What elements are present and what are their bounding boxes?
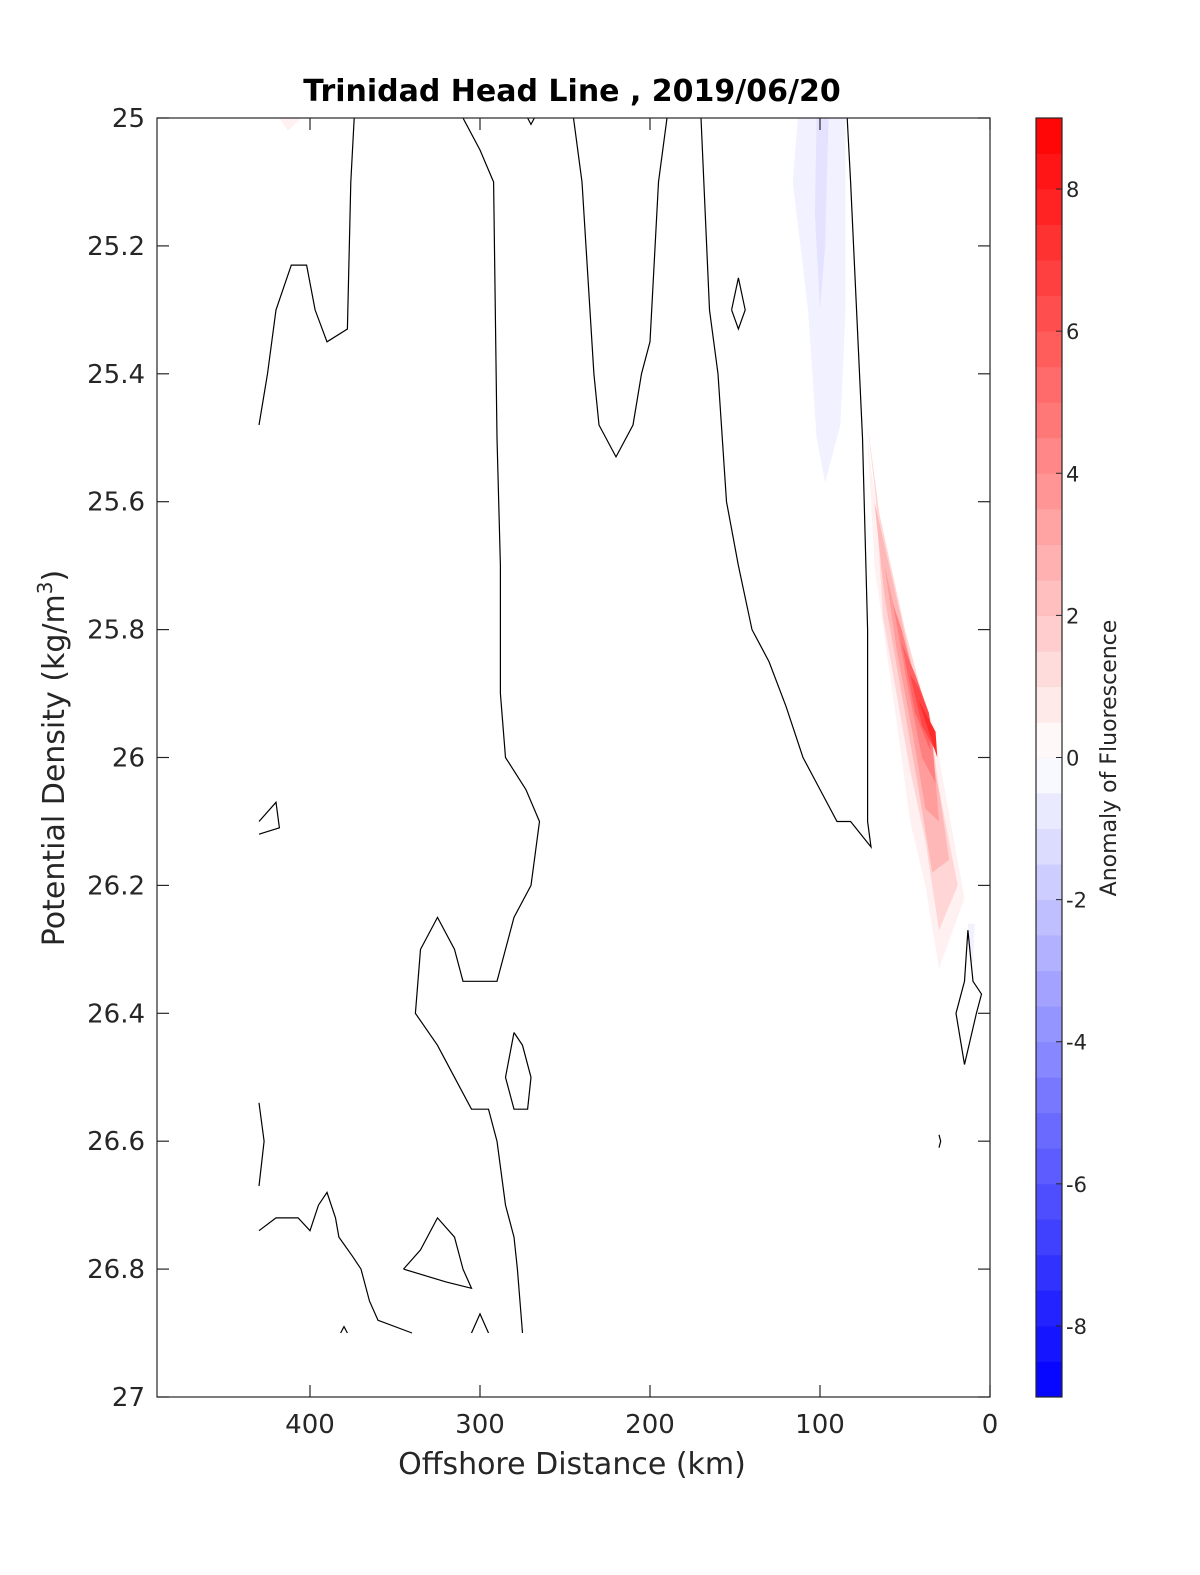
- colorbar-band: [1036, 1183, 1062, 1220]
- colorbar-band: [1036, 544, 1062, 581]
- zero-contour-line: [938, 1134, 942, 1148]
- x-tick-label: 400: [285, 1410, 335, 1440]
- colorbar-band: [1036, 579, 1062, 616]
- zero-contour-line: [731, 277, 746, 331]
- colorbar-band: [1036, 366, 1062, 403]
- anomaly-region: [792, 118, 846, 483]
- colorbar-band: [1036, 402, 1062, 439]
- colorbar-band: [1036, 721, 1062, 758]
- colorbar-band: [1036, 153, 1062, 190]
- y-tick-label: 26: [112, 744, 145, 774]
- colorbar-band: [1036, 260, 1062, 297]
- colorbar-band: [1036, 224, 1062, 261]
- colorbar-band: [1036, 899, 1062, 936]
- colorbar-band: [1036, 864, 1062, 901]
- y-axis-label-close: ): [37, 570, 72, 582]
- y-tick-label: 26.2: [87, 871, 145, 901]
- y-axis-label: Potential Density (kg/m3): [33, 570, 72, 946]
- x-axis-ticks: 400 300 200 100 0: [285, 118, 998, 1440]
- colorbar-band: [1036, 1006, 1062, 1043]
- colorbar-band: [1036, 1041, 1062, 1078]
- colorbar-band: [1036, 615, 1062, 652]
- zero-contour-line: [258, 118, 355, 426]
- colorbar-tick-label: 2: [1066, 604, 1079, 628]
- x-tick-label: 100: [795, 1410, 845, 1440]
- colorbar-band: [1036, 1361, 1062, 1398]
- colorbar-band: [1036, 1219, 1062, 1256]
- colorbar-band: [1036, 828, 1062, 865]
- zero-contour-line: [955, 930, 983, 1065]
- y-axis-label-main: Potential Density (kg/m: [37, 594, 72, 946]
- colorbar-tick-label: 0: [1066, 747, 1079, 771]
- chart-title: Trinidad Head Line , 2019/06/20: [303, 74, 840, 109]
- colorbar-band: [1036, 757, 1062, 794]
- colorbar-tick-label: -4: [1066, 1031, 1087, 1055]
- plot-background: [157, 118, 990, 1397]
- plot-area: 400 300 200 100 0 25 25.2 25.4 25.6 25.8 26 26.2 26…: [87, 104, 998, 1440]
- colorbar-band: [1036, 295, 1062, 332]
- anomaly-region: [279, 118, 302, 131]
- colorbar-tick-label: -6: [1066, 1173, 1087, 1197]
- y-tick-label: 25.6: [87, 488, 145, 518]
- zero-contour-line: [700, 118, 872, 850]
- y-tick-label: 25.8: [87, 616, 145, 646]
- anomaly-region: [814, 118, 829, 310]
- y-tick-label: 26.6: [87, 1127, 145, 1157]
- colorbar-band: [1036, 793, 1062, 829]
- x-tick-label: 0: [982, 1410, 999, 1440]
- y-tick-label: 26.8: [87, 1255, 145, 1285]
- colorbar-label: Anomaly of Fluorescence: [1097, 620, 1122, 897]
- zero-contour-line: [340, 1325, 348, 1334]
- zero-contour-line: [258, 1102, 265, 1187]
- colorbar-band: [1036, 1112, 1062, 1149]
- y-tick-label: 25.2: [87, 232, 145, 262]
- x-tick-label: 300: [455, 1410, 505, 1440]
- colorbar-band: [1036, 1077, 1062, 1114]
- zero-contour-line: [470, 1312, 490, 1334]
- colorbar-band: [1036, 686, 1062, 723]
- colorbar-tick-label: 4: [1066, 462, 1079, 486]
- y-tick-label: 25.4: [87, 360, 145, 390]
- zero-contour-line: [527, 118, 535, 126]
- filled-contours: [279, 118, 975, 969]
- x-tick-label: 200: [625, 1410, 675, 1440]
- colorbar-band: [1036, 1325, 1062, 1362]
- colorbar-tick-label: 8: [1066, 178, 1079, 202]
- colorbar-band: [1036, 1254, 1062, 1291]
- colorbar-tick-label: -2: [1066, 889, 1087, 913]
- y-axis-ticks: 25 25.2 25.4 25.6 25.8 26 26.2 26.4 26.6 26.8 27: [87, 104, 990, 1413]
- zero-contour-line: [414, 118, 541, 1334]
- x-axis-label: Offshore Distance (km): [398, 1447, 746, 1482]
- colorbar-band: [1036, 935, 1062, 972]
- colorbar-band: [1036, 331, 1062, 368]
- zero-contour-line: [403, 1216, 473, 1290]
- zero-contour-line: [258, 800, 281, 835]
- y-tick-label: 27: [112, 1383, 145, 1413]
- colorbar-band: [1036, 508, 1062, 545]
- colorbar: -8 -6 -4 -2 0 2 4 6 8 Anomaly of Fluorescence: [1035, 117, 1122, 1398]
- zero-contour-line: [258, 1191, 413, 1334]
- colorbar-band: [1036, 118, 1062, 154]
- colorbar-band: [1036, 437, 1062, 474]
- zero-contour-line: [572, 118, 668, 459]
- anomaly-region: [918, 699, 938, 758]
- colorbar-bands: [1036, 117, 1062, 1398]
- zero-contour-line: [504, 1032, 532, 1110]
- colorbar-tick-label: -8: [1066, 1315, 1087, 1339]
- colorbar-band: [1036, 1290, 1062, 1327]
- colorbar-band: [1036, 970, 1062, 1007]
- colorbar-band: [1036, 473, 1062, 510]
- y-tick-label: 26.4: [87, 999, 145, 1029]
- colorbar-band: [1036, 1148, 1062, 1185]
- colorbar-band: [1036, 189, 1062, 225]
- y-axis-label-superscript: 3: [33, 581, 57, 594]
- colorbar-band: [1036, 650, 1062, 687]
- y-tick-label: 25: [112, 104, 145, 134]
- colorbar-tick-label: 6: [1066, 320, 1079, 344]
- colorbar-ticks: -8 -6 -4 -2 0 2 4 6 8: [1056, 178, 1087, 1339]
- zero-contour-lines: [258, 118, 983, 1334]
